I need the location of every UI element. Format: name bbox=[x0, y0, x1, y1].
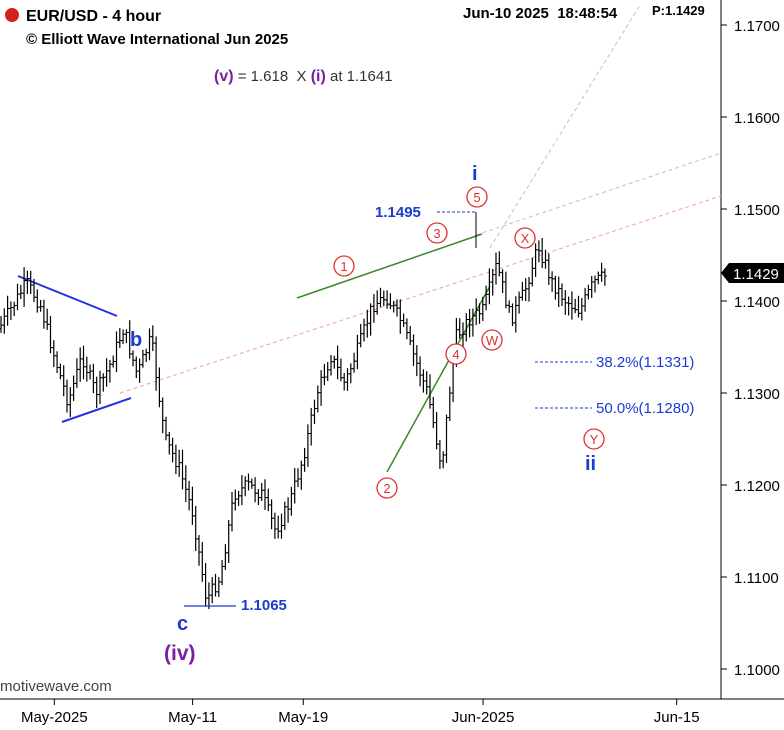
circle-label-4: 4 bbox=[445, 343, 467, 365]
circle-label-y: Y bbox=[583, 428, 605, 450]
status-dot-icon bbox=[5, 8, 19, 22]
circle-label-2: 2 bbox=[376, 477, 398, 499]
current-price-tag: 1.1429 bbox=[721, 263, 784, 283]
circle-label-3: 3 bbox=[426, 222, 448, 244]
y-tick-label: 1.1600 bbox=[734, 110, 780, 127]
circle-5-ring bbox=[466, 186, 488, 208]
wedge-upper-line bbox=[296, 233, 483, 299]
level-1495-label: 1.1495 bbox=[375, 204, 421, 221]
circle-3-ring bbox=[426, 222, 448, 244]
circle-4-text: 4 bbox=[452, 347, 459, 362]
dashed-channels bbox=[119, 4, 722, 394]
triangle-lower-line bbox=[61, 397, 132, 423]
x-tick-label: Jun-15 bbox=[654, 709, 700, 726]
price-level-1495: 1.1495 bbox=[375, 204, 477, 248]
circle-label-1: 1 bbox=[333, 255, 355, 277]
circle-1-ring bbox=[333, 255, 355, 277]
x-tick-label: May-19 bbox=[278, 709, 328, 726]
level-1065-label: 1.1065 bbox=[241, 597, 287, 614]
circle-label-x: X bbox=[514, 227, 536, 249]
note-wave-v: (v) bbox=[214, 68, 234, 85]
y-tick-label: 1.1700 bbox=[734, 18, 780, 35]
circle-4-ring bbox=[445, 343, 467, 365]
header-datetime: Jun-10 2025 18:48:54 bbox=[463, 5, 618, 22]
x-tick-label: May-11 bbox=[168, 709, 217, 726]
fib-382-label: 38.2%(1.1331) bbox=[596, 354, 694, 371]
fib-500: 50.0%(1.1280) bbox=[535, 400, 694, 417]
header-price: P:1.1429 bbox=[652, 3, 705, 18]
projection-note: (v) = 1.618 X (i) at 1.1641 bbox=[214, 68, 393, 85]
triangle-pattern bbox=[17, 275, 132, 423]
y-axis: 1.1700 1.1600 1.1500 1.1400 1.1300 1.1200 1.11… bbox=[721, 18, 780, 679]
circle-1-text: 1 bbox=[340, 259, 347, 274]
y-tick-label: 1.1500 bbox=[734, 202, 780, 219]
y-tick-label: 1.1200 bbox=[734, 478, 780, 495]
watermark: motivewave.com bbox=[0, 678, 112, 695]
price-tag-shape bbox=[721, 263, 784, 283]
wave-label-iv: (iv) bbox=[164, 642, 196, 665]
circle-label-5: 5 bbox=[466, 186, 488, 208]
price-level-1065: 1.1065 bbox=[184, 597, 287, 614]
y-tick-label: 1.1000 bbox=[734, 662, 780, 679]
grey-dashed-projection-line bbox=[489, 4, 641, 249]
note-text-b: at 1.1641 bbox=[326, 68, 393, 85]
pink-dashed-channel-line bbox=[119, 195, 722, 394]
price-tag-value: 1.1429 bbox=[733, 266, 779, 283]
circle-w-text: W bbox=[486, 333, 499, 348]
circle-w-ring bbox=[481, 329, 503, 351]
y-tick-label: 1.1400 bbox=[734, 294, 780, 311]
circle-y-ring bbox=[583, 428, 605, 450]
grey-dashed-channel-line bbox=[475, 152, 722, 236]
circle-label-w: W bbox=[481, 329, 503, 351]
wave-label-ii: ii bbox=[585, 453, 596, 475]
wave-label-c: c bbox=[177, 613, 188, 635]
circle-x-ring bbox=[514, 227, 536, 249]
circle-2-text: 2 bbox=[383, 481, 390, 496]
circle-5-text: 5 bbox=[473, 190, 480, 205]
x-axis: May-2025 May-11 May-19 Jun-2025 Jun-15 bbox=[21, 699, 700, 726]
x-tick-label: Jun-2025 bbox=[452, 709, 515, 726]
triangle-upper-line bbox=[17, 275, 118, 317]
x-tick-label: May-2025 bbox=[21, 709, 88, 726]
note-wave-i: (i) bbox=[311, 68, 326, 85]
wave-label-i: i bbox=[472, 163, 478, 185]
fib-382: 38.2%(1.1331) bbox=[535, 354, 694, 371]
note-text-a: = 1.618 X bbox=[234, 68, 311, 85]
circle-x-text: X bbox=[521, 231, 530, 246]
circle-2-ring bbox=[376, 477, 398, 499]
chart-title: EUR/USD - 4 hour bbox=[26, 8, 161, 25]
fib-500-label: 50.0%(1.1280) bbox=[596, 400, 694, 417]
y-tick-label: 1.1100 bbox=[734, 570, 779, 587]
circle-3-text: 3 bbox=[433, 226, 440, 241]
price-bars bbox=[0, 237, 607, 610]
circle-y-text: Y bbox=[590, 432, 599, 447]
wave-label-b: b bbox=[130, 329, 142, 351]
copyright-line: © Elliott Wave International Jun 2025 bbox=[26, 31, 288, 48]
y-tick-label: 1.1300 bbox=[734, 386, 780, 403]
